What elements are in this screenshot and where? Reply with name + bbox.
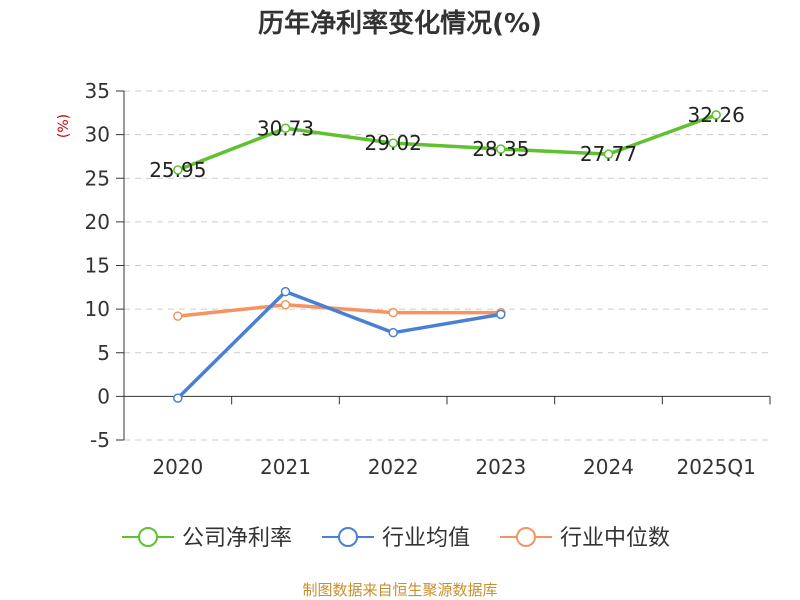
series-point (280, 300, 291, 310)
data-label: 27.77 (580, 142, 637, 166)
x-tick-label: 2023 (475, 455, 526, 479)
y-axis-unit-label: (%) (56, 114, 72, 138)
series-point (496, 309, 506, 320)
x-tick-label: 2024 (583, 455, 634, 479)
series-point (711, 110, 721, 120)
series-group (173, 110, 721, 403)
source-note: 制图数据来自恒生聚源数据库 (302, 581, 497, 599)
series-point (173, 165, 183, 175)
data-label: 30.73 (257, 116, 314, 140)
series-line-2 (177, 303, 501, 318)
series-point (280, 123, 291, 134)
y-tick-label: 25 (85, 166, 110, 190)
series-point (496, 144, 506, 154)
series-line-1 (176, 289, 502, 400)
legend: 公司净利率 行业均值 行业中位数 (122, 526, 670, 551)
series-point (173, 311, 183, 321)
data-label: 28.35 (472, 137, 529, 161)
data-label: 25.95 (149, 158, 206, 182)
chart-title: 历年净利率变化情况(%) (258, 8, 542, 39)
grid-lines (124, 90, 770, 441)
legend-label: 公司净利率 (182, 526, 292, 551)
series-point (388, 327, 398, 338)
legend-marker (138, 527, 158, 547)
x-tick-label: 2022 (368, 455, 419, 479)
x-tick-labels: 2020 2021 2022 2023 2024 2025Q1 (152, 455, 755, 479)
series-point (280, 286, 291, 297)
y-tick-label: 5 (97, 341, 110, 365)
axes (116, 90, 771, 441)
y-tick-label: 30 (85, 123, 110, 147)
y-tick-label: 0 (97, 384, 110, 408)
legend-marker (338, 527, 358, 547)
series-point (603, 149, 614, 159)
data-label: 29.02 (365, 131, 422, 155)
x-tick-label: 2025Q1 (676, 455, 755, 479)
data-labels: 25.95 30.73 29.02 28.35 27.77 32.26 (149, 103, 745, 182)
y-tick-label: 10 (85, 297, 110, 321)
y-tick-label: 20 (85, 210, 110, 234)
legend-label: 行业均值 (382, 526, 470, 551)
y-tick-label: 15 (85, 254, 110, 278)
data-label: 32.26 (688, 103, 745, 127)
series-point (388, 307, 398, 318)
y-tick-labels: -5 0 5 10 15 20 25 30 35 (85, 79, 110, 452)
x-tick-label: 2020 (152, 455, 203, 479)
y-tick-label: -5 (90, 428, 110, 452)
legend-label: 行业中位数 (560, 526, 670, 551)
series-point (173, 393, 183, 403)
series-line-0 (177, 113, 717, 172)
x-tick-label: 2021 (260, 455, 311, 479)
legend-marker (516, 527, 536, 547)
series-point (388, 138, 398, 148)
y-tick-label: 35 (85, 79, 110, 103)
